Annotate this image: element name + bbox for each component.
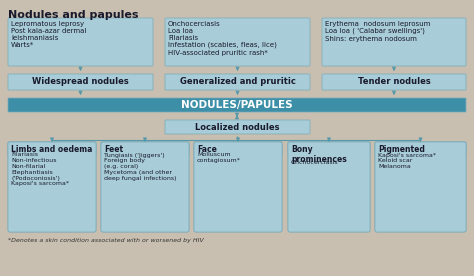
Text: NODULES/PAPULES: NODULES/PAPULES (181, 100, 293, 110)
FancyBboxPatch shape (194, 142, 282, 155)
FancyBboxPatch shape (375, 142, 466, 232)
FancyBboxPatch shape (8, 74, 153, 90)
FancyBboxPatch shape (8, 18, 153, 66)
FancyBboxPatch shape (194, 142, 282, 232)
Text: Pigmented: Pigmented (378, 145, 425, 154)
Text: Pigmented
Kaposi's sarcoma*
Keloid scar
Melanoma: Pigmented Kaposi's sarcoma* Keloid scar … (378, 145, 439, 172)
Text: Tungiasis ('Jiggers')
Foreign body
(e.g. coral)
Mycetoma (and other
deep fungal : Tungiasis ('Jiggers') Foreign body (e.g.… (104, 153, 176, 181)
FancyBboxPatch shape (322, 74, 466, 90)
FancyBboxPatch shape (8, 142, 96, 155)
FancyBboxPatch shape (194, 142, 282, 232)
FancyBboxPatch shape (288, 142, 370, 232)
FancyBboxPatch shape (8, 142, 96, 232)
Text: *Denotes a skin condition associated with or worsened by HIV: *Denotes a skin condition associated wit… (8, 238, 204, 243)
FancyBboxPatch shape (165, 120, 310, 134)
FancyBboxPatch shape (375, 142, 466, 232)
Text: Feet: Feet (104, 145, 123, 154)
FancyBboxPatch shape (8, 142, 96, 232)
Text: Onchocerciasis: Onchocerciasis (291, 160, 338, 165)
Text: Limbs and oedema: Limbs and oedema (11, 145, 92, 154)
Text: Face
Molluscum
contagiosum*: Face Molluscum contagiosum* (197, 145, 244, 165)
Text: Face: Face (197, 145, 217, 154)
Text: Generalized and pruritic: Generalized and pruritic (180, 78, 295, 86)
FancyBboxPatch shape (322, 18, 466, 66)
FancyBboxPatch shape (8, 98, 466, 112)
Text: Kaposi's sarcoma*
Keloid scar
Melanoma: Kaposi's sarcoma* Keloid scar Melanoma (378, 153, 436, 169)
Text: Pigmented: Pigmented (378, 145, 425, 154)
FancyBboxPatch shape (101, 142, 189, 232)
FancyBboxPatch shape (101, 142, 189, 232)
Text: Feet: Feet (104, 145, 123, 154)
Text: Erythema  nodosum leprosum
Loa loa ( 'Calabar swellings')
Shins: erythema nodosu: Erythema nodosum leprosum Loa loa ( 'Cal… (325, 21, 430, 41)
Text: Onchocerciasis
Loa loa
Filariasis
Infestation (scabies, fleas, lice)
HIV-associa: Onchocerciasis Loa loa Filariasis Infest… (168, 21, 277, 55)
Text: Molluscum
contagiosum*: Molluscum contagiosum* (197, 153, 241, 163)
FancyBboxPatch shape (165, 18, 310, 66)
FancyBboxPatch shape (165, 74, 310, 90)
Text: Limbs and oedema
Filariasis
Non-infectious
Non-filarial
Elephantiasis
('Podoconi: Limbs and oedema Filariasis Non-infectio… (11, 145, 75, 193)
Text: Face: Face (197, 145, 217, 154)
FancyBboxPatch shape (288, 142, 370, 232)
Text: Bony
prominences: Bony prominences (291, 145, 347, 164)
Text: Bony
prominences
Onchocerciasis: Bony prominences Onchocerciasis (291, 145, 341, 165)
FancyBboxPatch shape (375, 142, 466, 155)
Text: Nodules and papules: Nodules and papules (8, 10, 138, 20)
Text: Limbs and oedema: Limbs and oedema (11, 145, 92, 154)
Text: Widespread nodules: Widespread nodules (32, 78, 129, 86)
Text: Filariasis
Non-infectious
Non-filarial
Elephantiasis
('Podoconiosis')
Kaposi's s: Filariasis Non-infectious Non-filarial E… (11, 153, 69, 187)
FancyBboxPatch shape (101, 142, 189, 155)
Text: Lepromatous leprosy
Post kala-azar dermal
leishmaniasis
Warts*: Lepromatous leprosy Post kala-azar derma… (11, 21, 86, 48)
FancyBboxPatch shape (288, 142, 370, 155)
Text: Bony
prominences: Bony prominences (291, 145, 347, 164)
Text: Localized nodules: Localized nodules (195, 123, 280, 131)
Text: Tender nodules: Tender nodules (357, 78, 430, 86)
Text: Feet
Tungiasis ('Jiggers')
Foreign body
(e.g. coral)
Mycetoma (and other
deep fu: Feet Tungiasis ('Jiggers') Foreign body … (104, 145, 181, 188)
